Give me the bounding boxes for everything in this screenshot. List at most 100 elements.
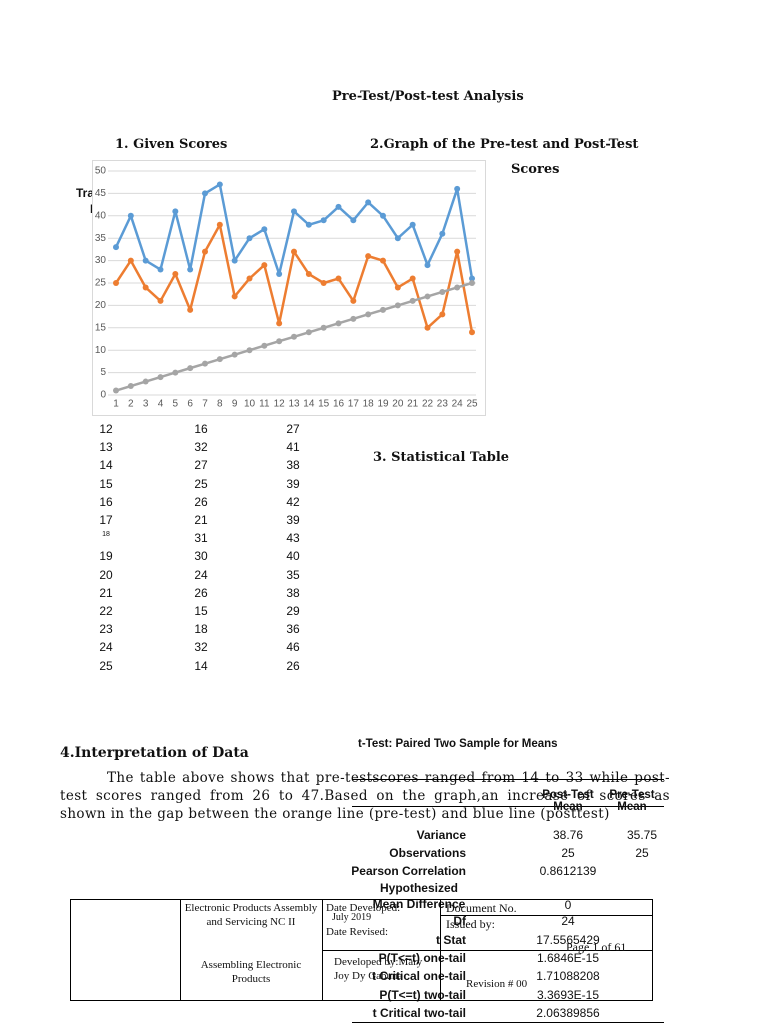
x-tick-label: 11 [259,399,270,410]
data-point [380,257,386,264]
data-point [246,347,253,354]
table-cell: 16 [194,422,208,436]
table-cell: 29 [286,604,300,618]
data-point [394,284,401,291]
data-point [439,311,446,318]
footer-developer: Developed by:Mary Joy Dy Gabuna [334,956,423,982]
y-tick-label: 30 [95,255,107,266]
data-point [454,185,461,192]
table-cell: 18 [102,531,110,539]
x-tick-label: 22 [422,399,434,410]
data-point [291,248,297,255]
data-point [187,306,194,313]
data-point [202,190,208,197]
data-point [305,221,312,228]
table-cell: 39 [286,513,300,527]
table-cell: 25 [561,846,575,860]
data-point [394,235,401,242]
data-point [320,217,327,224]
data-point [172,369,179,376]
table-cell: 21 [99,585,113,600]
table-cell: 26 [194,585,208,600]
x-tick-label: 5 [173,399,179,410]
table-cell: 14 [99,458,113,473]
data-point [216,181,223,188]
data-point [469,275,475,282]
y-tick-label: 45 [95,188,107,199]
cut-text: I [90,202,94,216]
x-tick-label: 2 [128,399,134,410]
table-cell: 18 [194,622,208,637]
data-point [142,257,149,264]
cut-text: Tra [76,186,95,200]
table-cell: 32 [194,640,208,655]
data-point [187,365,194,372]
table-cell: 24 [561,914,575,928]
y-tick-label: 50 [95,166,107,177]
x-tick-label: 8 [217,399,223,410]
x-tick-label: 4 [158,399,164,410]
table-cell: 42 [286,494,300,509]
table-rule [352,779,664,780]
section-heading: Scores [511,162,560,177]
table-cell: 13 [99,440,113,455]
row-label: t Critical two-tail [372,1006,466,1020]
data-point [202,248,208,255]
data-point [291,333,297,340]
table-cell: 32 [194,440,208,455]
footer-module: Assembling Electronic Products [200,959,302,985]
table-rule [352,1022,664,1023]
y-tick-label: 40 [95,210,107,221]
paragraph: The table above shows that pre-testscore… [60,770,670,822]
data-point [142,378,149,385]
table-cell: 31 [194,531,208,546]
table-cell: 38 [286,458,300,473]
data-point [246,275,253,282]
table-cell: 19 [99,549,113,564]
data-point [439,288,446,295]
data-point [157,297,164,304]
row-label: P(T<=t) two-tail [379,988,466,1002]
table-cell: 38.76 [552,828,584,842]
data-point [409,297,416,304]
section-heading: 3. Statistical Table [373,450,510,465]
chart-frame [92,160,486,416]
data-point [216,356,223,363]
table-cell: 1.71088208 [536,969,600,983]
data-point [172,271,179,278]
table-cell: 36 [286,622,300,637]
x-tick-label: 3 [143,399,149,410]
x-tick-label: 15 [318,399,330,410]
footer-label: Date Developed: [326,902,401,914]
x-tick-label: 19 [377,399,389,410]
data-point [291,208,297,215]
y-tick-label: 0 [100,390,106,401]
table-cell: 38 [286,585,300,600]
table-cell: 0 [564,898,572,912]
x-tick-label: 17 [348,399,360,410]
row-label: Pearson Correlation [351,864,466,878]
data-point [469,329,475,336]
data-point [439,230,446,237]
x-tick-label: 23 [437,399,449,410]
y-tick-label: 25 [95,278,107,289]
data-point [276,271,283,278]
data-point [320,324,327,331]
data-point [157,266,164,273]
data-point [305,271,312,278]
footer-page: Page 1 of 61 [566,940,627,954]
table-cell: 35.75 [626,828,658,842]
data-point [261,342,268,349]
data-point [172,208,179,215]
table-cell: 15 [194,604,208,618]
footer-label: Issued by: [446,917,495,931]
data-point [335,275,342,282]
x-tick-label: 16 [333,399,345,410]
table-cell: 24 [194,567,208,582]
data-point [365,253,372,260]
data-point [350,315,357,322]
table-cell: 35 [286,567,300,582]
table-cell: 25 [635,846,649,860]
y-tick-label: 15 [95,322,107,333]
